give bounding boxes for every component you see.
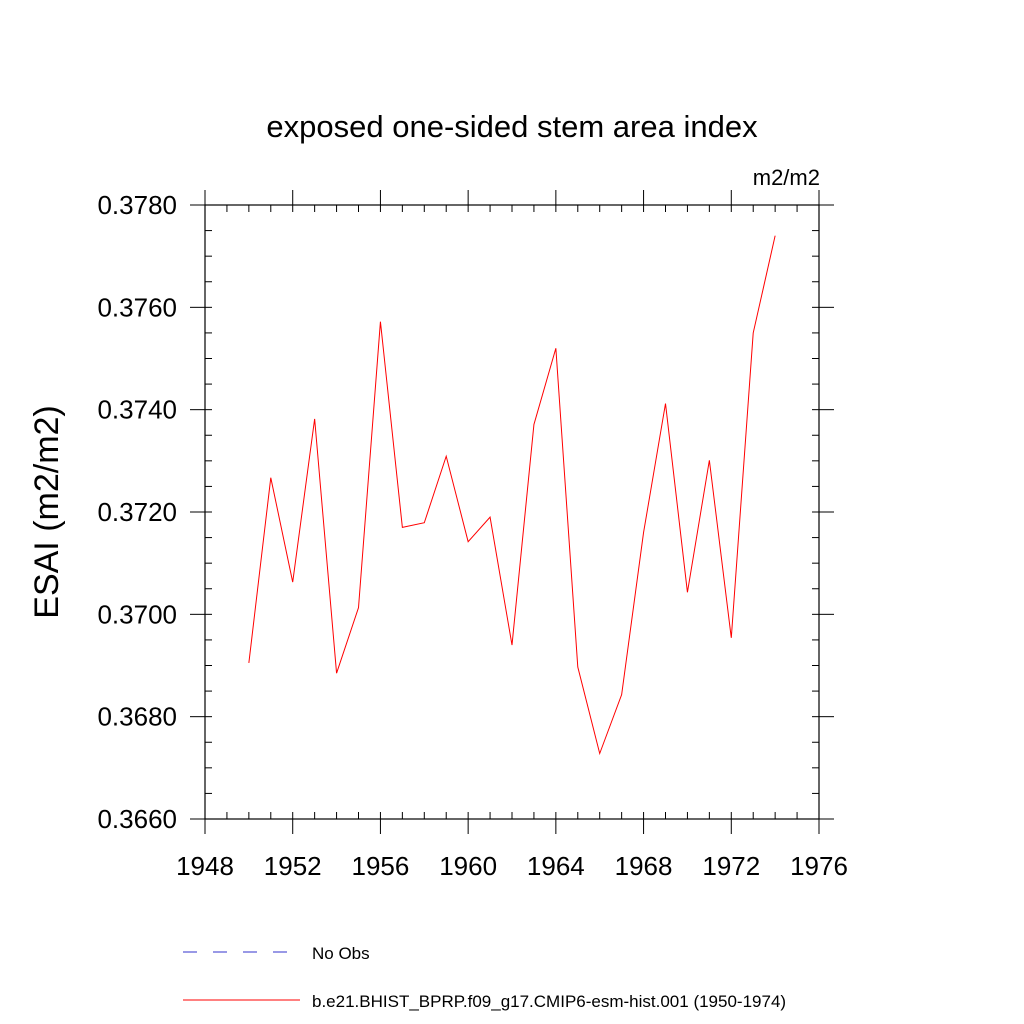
y-tick-label: 0.3720 [97, 497, 177, 527]
x-tick-label: 1976 [790, 851, 848, 881]
y-tick-label: 0.3760 [97, 292, 177, 322]
chart-title: exposed one-sided stem area index [266, 109, 758, 144]
y-axis-label: ESAI (m2/m2) [28, 405, 66, 618]
series-lines [248, 235, 776, 756]
legend-label-no-obs: No Obs [312, 944, 370, 963]
legend: No Obs b.e21.BHIST_BPRP.f09_g17.CMIP6-es… [183, 944, 786, 1011]
legend-label-model: b.e21.BHIST_BPRP.f09_g17.CMIP6-esm-hist.… [312, 992, 786, 1011]
x-tick-label: 1948 [176, 851, 234, 881]
plot-frame [204, 204, 820, 820]
y-tick-label: 0.3740 [97, 395, 177, 425]
x-tick-label: 1972 [702, 851, 760, 881]
x-tick-label: 1956 [352, 851, 410, 881]
units-label: m2/m2 [753, 165, 820, 190]
y-tick-label: 0.3700 [97, 599, 177, 629]
x-tick-label: 1960 [439, 851, 497, 881]
x-tick-label: 1952 [264, 851, 322, 881]
y-tick-labels: 0.3660 0.3680 0.3700 0.3720 0.3740 0.3760 0.37… [97, 190, 177, 834]
y-tick-label: 0.3780 [97, 190, 177, 220]
y-tick-label: 0.3660 [97, 804, 177, 834]
x-tick-labels: 1948 1952 1956 1960 1964 1968 1972 1976 [176, 851, 848, 881]
axis-ticks [190, 190, 834, 834]
series-line-1 [248, 235, 776, 756]
x-tick-label: 1968 [615, 851, 673, 881]
y-tick-label: 0.3680 [97, 702, 177, 732]
x-tick-label: 1964 [527, 851, 585, 881]
